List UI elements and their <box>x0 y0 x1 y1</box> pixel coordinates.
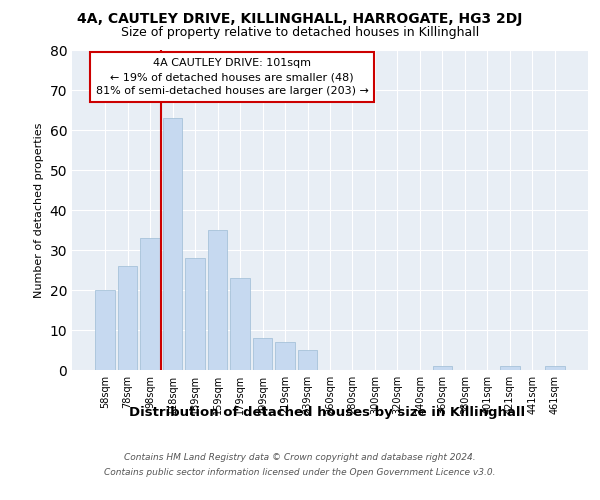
Bar <box>433 366 452 370</box>
Bar <box>298 350 317 370</box>
Bar <box>95 290 115 370</box>
Bar <box>253 338 272 370</box>
Text: 4A, CAUTLEY DRIVE, KILLINGHALL, HARROGATE, HG3 2DJ: 4A, CAUTLEY DRIVE, KILLINGHALL, HARROGAT… <box>77 12 523 26</box>
Y-axis label: Number of detached properties: Number of detached properties <box>34 122 44 298</box>
Bar <box>545 366 565 370</box>
Text: Contains HM Land Registry data © Crown copyright and database right 2024.: Contains HM Land Registry data © Crown c… <box>124 453 476 462</box>
Bar <box>118 266 137 370</box>
Bar <box>163 118 182 370</box>
Text: Contains public sector information licensed under the Open Government Licence v3: Contains public sector information licen… <box>104 468 496 477</box>
Text: 4A CAUTLEY DRIVE: 101sqm
← 19% of detached houses are smaller (48)
81% of semi-d: 4A CAUTLEY DRIVE: 101sqm ← 19% of detach… <box>95 58 368 96</box>
Bar <box>208 230 227 370</box>
Text: Size of property relative to detached houses in Killinghall: Size of property relative to detached ho… <box>121 26 479 39</box>
Bar <box>275 342 295 370</box>
Text: Distribution of detached houses by size in Killinghall: Distribution of detached houses by size … <box>129 406 525 419</box>
Bar <box>500 366 520 370</box>
Bar <box>185 258 205 370</box>
Bar <box>230 278 250 370</box>
Bar <box>140 238 160 370</box>
